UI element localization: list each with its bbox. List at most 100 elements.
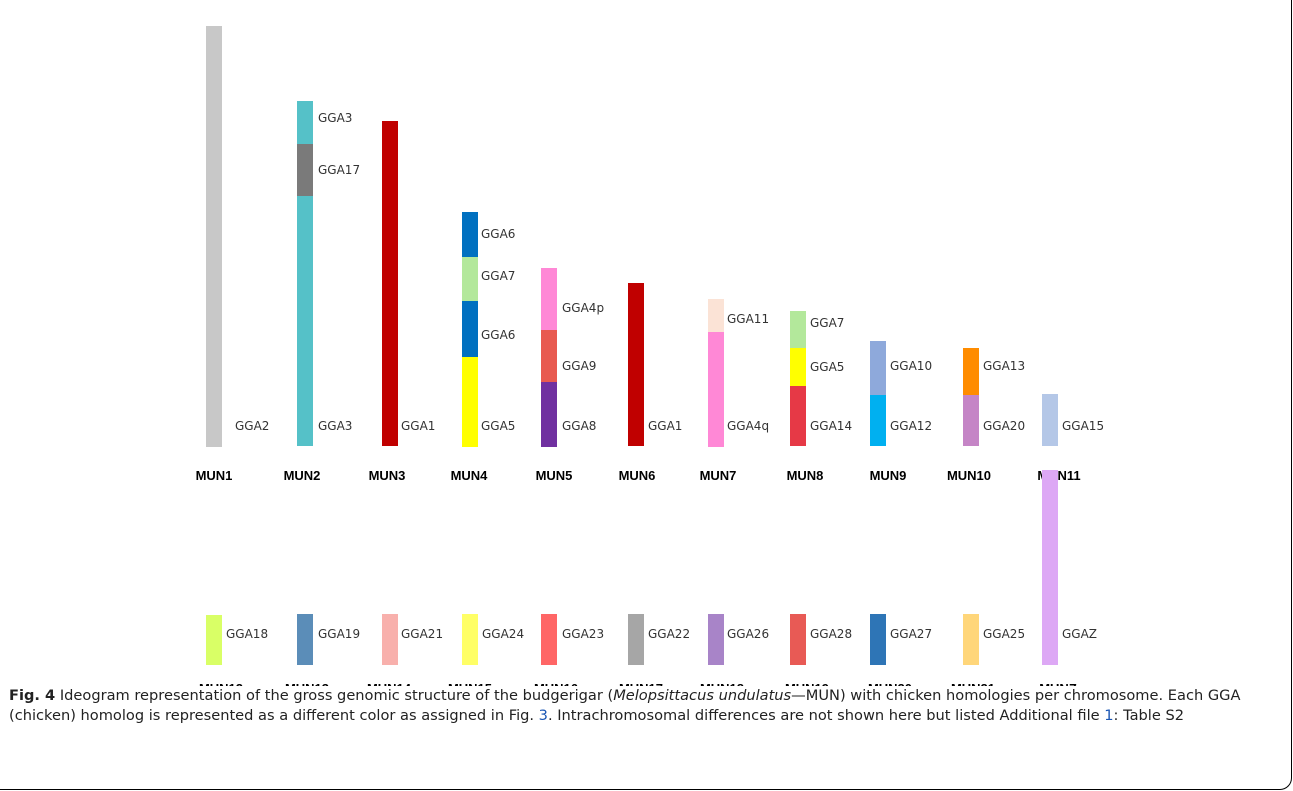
segment-gga27 — [870, 614, 886, 665]
chromosome-mun18: GGA26 MUN18 — [700, 614, 769, 686]
segment-gga14 — [790, 386, 806, 446]
caption-text-3: . Intrachromosomal differences are not s… — [547, 707, 1105, 724]
chromosome-label: MUN4 — [451, 468, 489, 483]
chromosome-label: MUN20 — [868, 681, 912, 686]
segment-label: GGA18 — [226, 627, 268, 641]
segment-label: GGA23 — [562, 627, 604, 641]
chromosome-label: MUN19 — [785, 681, 829, 686]
segment-label: GGA14 — [810, 419, 852, 433]
segment-label: GGA28 — [810, 627, 852, 641]
chromosome-label: MUN18 — [700, 681, 744, 686]
segment-label: GGA15 — [1062, 419, 1104, 433]
chromosome-mun10: GGA13 GGA20 MUN10 — [947, 348, 1025, 483]
chromosome-mun2: GGA3 GGA17 GGA3 MUN2 — [284, 101, 360, 483]
chromosome-label: MUN10 — [947, 468, 991, 483]
segment-gga19 — [297, 614, 313, 665]
segment-label: GGA6 — [481, 328, 515, 342]
segment-label: GGA22 — [648, 627, 690, 641]
segment-label: GGA13 — [983, 359, 1025, 373]
segment-gga9 — [541, 330, 557, 382]
chromosome-label: MUN17 — [619, 681, 663, 686]
caption-text-4: : Table S2 — [1113, 707, 1185, 724]
segment-label: GGA8 — [562, 419, 596, 433]
chromosome-mun20: GGA27 MUN20 — [868, 614, 932, 686]
chromosome-label: MUN8 — [787, 468, 824, 483]
chromosome-mun5: GGA4p GGA9 GGA8 MUN5 — [536, 268, 604, 483]
segment-label: GGA3 — [318, 419, 352, 433]
figure-caption: Fig. 4 Ideogram representation of the gr… — [9, 686, 1279, 726]
chromosome-munz: GGAZ MUNZ — [1039, 470, 1097, 686]
segment-label: GGA27 — [890, 627, 932, 641]
chromosome-mun19: GGA28 MUN19 — [785, 614, 852, 686]
segment-label: GGA21 — [401, 627, 443, 641]
chromosome-label: MUN1 — [196, 468, 233, 483]
segment-gga3 — [297, 101, 313, 144]
segment-label: GGA10 — [890, 359, 932, 373]
additional-file-link[interactable]: 1 — [1104, 707, 1114, 724]
chromosome-mun17: GGA22 MUN17 — [619, 614, 690, 686]
caption-text-1: Ideogram representation of the gross gen… — [55, 687, 614, 704]
segment-gga8 — [541, 382, 557, 447]
chromosome-mun7: GGA11 GGA4q MUN7 — [700, 299, 769, 483]
segment-gga21 — [382, 614, 398, 665]
segment-gga18 — [206, 615, 222, 665]
segment-gga25 — [963, 614, 979, 665]
segment-gga6 — [462, 301, 478, 357]
chromosome-mun3: GGA1 MUN3 — [369, 121, 435, 483]
segment-gga17 — [297, 144, 313, 196]
segment-gga23 — [541, 614, 557, 665]
chromosome-label: MUN7 — [700, 468, 737, 483]
segment-label: GGA4q — [727, 419, 769, 433]
chromosome-label: MUN3 — [369, 468, 406, 483]
segment-label: GGA3 — [318, 111, 352, 125]
segment-ggaz — [1042, 470, 1058, 665]
segment-label: GGA9 — [562, 359, 596, 373]
segment-label: GGA4p — [562, 301, 604, 315]
segment-label: GGA17 — [318, 163, 360, 177]
chromosome-label: MUN13 — [285, 681, 329, 686]
chromosome-mun14: GGA21 MUN14 — [367, 614, 443, 686]
segment-label: GGA12 — [890, 419, 932, 433]
segment-gga5 — [462, 357, 478, 447]
chromosome-mun13: GGA19 MUN13 — [285, 614, 360, 686]
segment-gga4q — [708, 332, 724, 447]
segment-label: GGAZ — [1062, 627, 1097, 641]
chromosome-mun4: GGA6 GGA7 GGA6 GGA5 MUN4 — [451, 212, 515, 483]
segment-gga24 — [462, 614, 478, 665]
segment-gga6 — [462, 212, 478, 257]
chromosome-mun21: GGA25 MUN21 — [951, 614, 1025, 686]
chromosome-mun8: GGA7 GGA5 GGA14 MUN8 — [787, 311, 852, 483]
segment-label: GGA1 — [401, 419, 435, 433]
segment-gga20 — [963, 395, 979, 446]
chromosome-label: MUN5 — [536, 468, 573, 483]
segment-gga11 — [708, 299, 724, 332]
segment-gga1 — [628, 283, 644, 446]
chromosome-label: MUN9 — [870, 468, 907, 483]
segment-label: GGA2 — [235, 419, 269, 433]
segment-gga12 — [870, 395, 886, 446]
segment-gga1 — [382, 121, 398, 446]
chromosome-label: MUN14 — [367, 681, 412, 686]
segment-gga7 — [462, 257, 478, 301]
segment-gga2 — [206, 26, 222, 447]
segment-label: GGA11 — [727, 312, 769, 326]
segment-gga22 — [628, 614, 644, 665]
segment-label: GGA19 — [318, 627, 360, 641]
chromosome-mun9: GGA10 GGA12 MUN9 — [870, 341, 932, 483]
ideogram-chart: GGA2MUN1GGA3GGA17GGA3MUN2GGA1MUN3GGA6GGA… — [196, 26, 1104, 686]
chromosome-label: MUN6 — [619, 468, 656, 483]
segment-label: GGA7 — [810, 316, 844, 330]
segment-label: GGA24 — [482, 627, 524, 641]
segment-gga28 — [790, 614, 806, 665]
chromosome-label: MUNZ — [1039, 681, 1077, 686]
segment-gga15 — [1042, 394, 1058, 446]
segment-gga13 — [963, 348, 979, 395]
chromosome-mun6: GGA1 MUN6 — [619, 283, 682, 483]
segment-label: GGA5 — [481, 419, 515, 433]
species-name: Melopsittacus undulatus — [613, 687, 792, 704]
chromosome-label: MUN21 — [951, 681, 995, 686]
segment-label: GGA25 — [983, 627, 1025, 641]
chromosome-label: MUN12 — [199, 681, 243, 686]
figure-reference-link[interactable]: 3 — [538, 707, 548, 724]
